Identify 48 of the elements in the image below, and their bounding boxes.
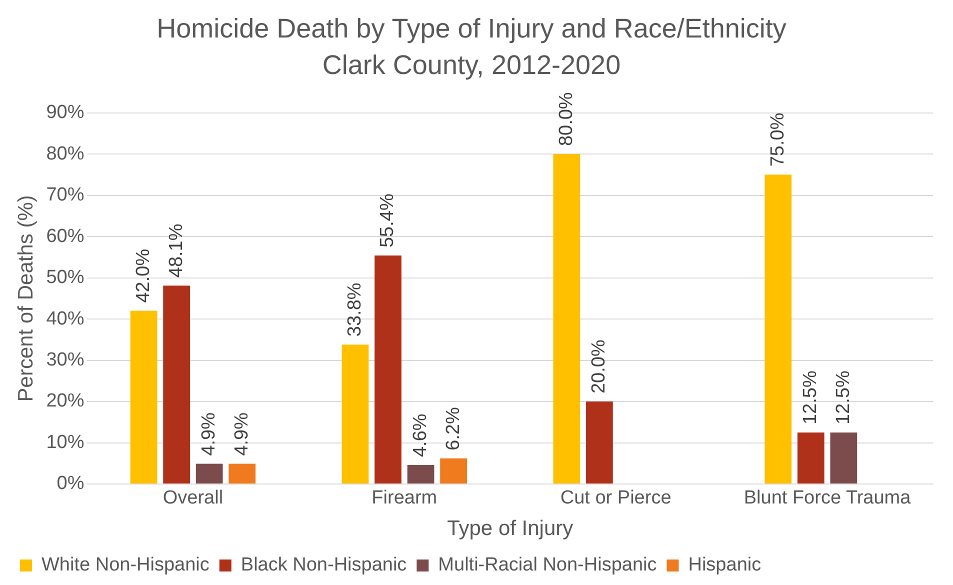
y-tick-label: 30% (46, 350, 84, 370)
bar (196, 464, 223, 484)
y-tick-label: 20% (46, 390, 84, 412)
data-label: 4.9% (198, 412, 220, 456)
x-tick-label: Firearm (372, 488, 438, 509)
y-tick-label: 0% (56, 473, 84, 494)
y-tick-label: 70% (46, 184, 84, 206)
data-label: 55.4% (377, 194, 398, 248)
bar (228, 464, 256, 484)
y-tick-label: 80% (46, 143, 84, 164)
bar (407, 465, 434, 484)
x-tick-label: Overall (162, 488, 224, 509)
legend-label: Multi-Racial Non-Hispanic (438, 554, 657, 576)
data-label: 48.1% (166, 224, 187, 278)
bar (163, 286, 190, 484)
x-tick-label: Cut or Pierce (560, 488, 672, 509)
bar (342, 344, 369, 484)
data-label: 75.0% (767, 112, 788, 167)
x-axis-title: Type of Injury (447, 517, 574, 540)
data-label: 80.0% (556, 92, 577, 146)
legend-label: Hispanic (688, 554, 762, 576)
bar (440, 458, 467, 484)
bar (830, 432, 858, 484)
data-label: 4.9% (231, 412, 252, 456)
data-label: 12.5% (832, 370, 854, 424)
data-label: 6.2% (442, 407, 464, 450)
data-label: 42.0% (133, 248, 154, 303)
data-label: 4.6% (410, 414, 432, 458)
y-tick-label: 10% (46, 432, 84, 453)
chart-title: Homicide Death by Type of Injury and Race/Ethnicity (156, 14, 787, 44)
data-label: 20.0% (588, 340, 610, 394)
y-tick-label: 60% (46, 226, 84, 247)
bar (553, 154, 580, 484)
data-label: 12.5% (800, 370, 822, 424)
chart-subtitle: Clark County, 2012-2020 (322, 50, 621, 80)
legend-label: Black Non-Hispanic (240, 554, 407, 576)
bar (374, 256, 402, 484)
bar (586, 402, 613, 484)
y-tick-label: 90% (46, 102, 84, 124)
data-label: 33.8% (344, 282, 366, 337)
y-tick-label: 50% (46, 267, 84, 288)
x-tick-label: Blunt Force Trauma (744, 488, 912, 509)
bar (797, 432, 824, 484)
y-axis-title: Percent of Deaths (%) (14, 195, 38, 402)
legend-label: White Non-Hispanic (42, 554, 210, 576)
bar (130, 310, 158, 484)
y-tick-label: 40% (46, 308, 84, 330)
bar (764, 174, 792, 484)
